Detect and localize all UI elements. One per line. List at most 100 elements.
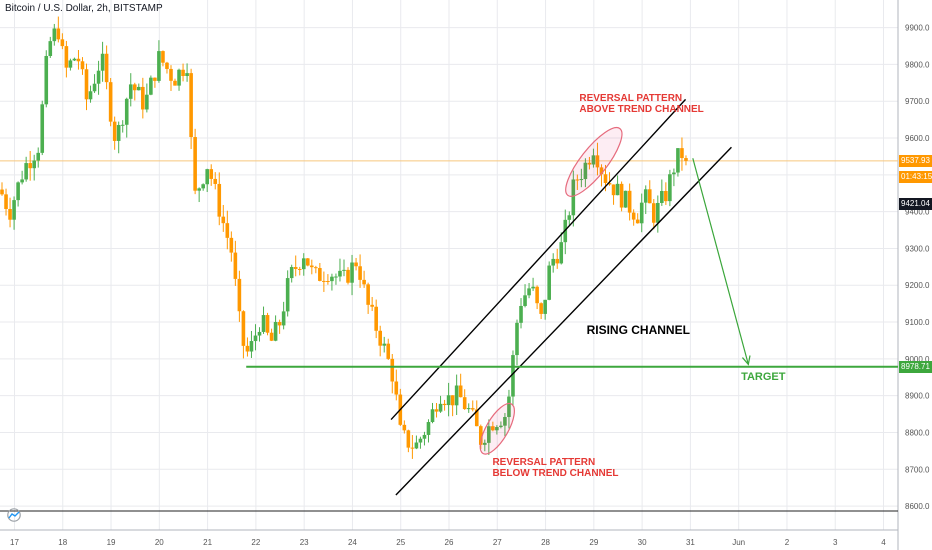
candle-body — [205, 169, 209, 185]
candle-body — [318, 268, 322, 281]
candle-body — [297, 268, 302, 270]
candle-body — [24, 163, 28, 180]
candle-body — [128, 84, 133, 99]
candle-body — [36, 152, 41, 161]
candle-body — [338, 270, 342, 277]
candle-body — [418, 438, 423, 443]
candle-body — [245, 345, 250, 352]
candle-body — [322, 280, 326, 282]
annotation-line: ABOVE TREND CHANNEL — [579, 104, 704, 116]
candle-body — [346, 269, 350, 283]
x-tick-label: 27 — [493, 538, 502, 547]
x-tick-label: 29 — [589, 538, 598, 547]
candle-body — [619, 183, 624, 208]
candle-body — [249, 341, 254, 352]
candle-body — [48, 41, 53, 56]
candle-body — [579, 179, 584, 181]
candle-body — [181, 69, 185, 77]
x-tick-label: 3 — [833, 538, 838, 547]
x-tick-label: 19 — [107, 538, 116, 547]
candle-body — [430, 409, 435, 423]
candle-body — [28, 163, 32, 169]
annotation-red-0: REVERSAL PATTERN ABOVE TREND CHANNEL — [579, 93, 703, 115]
y-tick-label: 9900.0 — [905, 24, 930, 33]
tradingview-logo-icon[interactable] — [5, 508, 23, 522]
candle-body — [153, 77, 157, 81]
candle-body — [100, 53, 105, 71]
candle-body — [68, 60, 73, 68]
candle-body — [257, 331, 262, 336]
candle-body — [607, 183, 612, 185]
candle-body — [189, 73, 193, 138]
candle-body — [551, 258, 556, 266]
x-tick-label: Jun — [732, 538, 745, 547]
candle-body — [394, 381, 399, 395]
candle-body — [285, 278, 290, 312]
candle-body — [462, 397, 467, 410]
candle-body — [20, 179, 24, 183]
candle-body — [668, 174, 672, 202]
candle-body — [390, 358, 395, 382]
candle-body — [229, 237, 234, 253]
candle-body — [523, 295, 527, 306]
candle-body — [595, 155, 600, 168]
candle-body — [277, 322, 282, 326]
candle-body — [185, 73, 189, 77]
candle-body — [145, 94, 149, 110]
y-tick-label: 9600.0 — [905, 134, 930, 143]
candle-body — [631, 212, 636, 220]
annotation-line: RISING CHANNEL — [586, 323, 690, 338]
reversal-highlight-ellipse — [565, 127, 623, 197]
candle-body — [676, 148, 680, 173]
candle-body — [305, 258, 310, 266]
y-tick-label: 9100.0 — [905, 318, 930, 327]
candle-body — [672, 172, 676, 175]
candle-body — [165, 62, 169, 69]
x-tick-label: 31 — [686, 538, 695, 547]
candle-body — [354, 262, 358, 267]
candle-body — [627, 190, 632, 213]
candle-body — [84, 69, 89, 100]
candle-body — [366, 284, 370, 305]
candle-body — [330, 276, 334, 282]
candle-body — [88, 91, 93, 100]
candle-body — [547, 265, 551, 300]
candle-body — [603, 174, 608, 184]
candle-body — [664, 190, 668, 202]
y-tick-label: 9400.0 — [905, 208, 930, 217]
candle-body — [487, 426, 491, 443]
candle-body — [559, 242, 564, 264]
candle-body — [374, 306, 378, 331]
candle-body — [623, 190, 628, 208]
candle-body — [555, 258, 560, 264]
candle-body — [92, 83, 97, 92]
candle-body — [422, 434, 427, 439]
y-tick-label: 9800.0 — [905, 60, 930, 69]
candle-body — [515, 322, 519, 356]
candle-body — [326, 281, 330, 283]
candle-body — [615, 183, 620, 196]
symbol-title: Bitcoin / U.S. Dollar, 2h, BITSTAMP — [5, 3, 163, 14]
candle-body — [478, 426, 483, 445]
candle-body — [647, 189, 652, 204]
candle-body — [237, 278, 242, 312]
candle-body — [531, 286, 535, 289]
candle-body — [80, 61, 85, 70]
candle-body — [651, 203, 656, 223]
candle-body — [241, 311, 246, 346]
candle-body — [314, 267, 318, 269]
candle-body — [213, 178, 218, 184]
annotation-black-1: RISING CHANNEL — [586, 323, 690, 338]
candle-body — [60, 39, 65, 47]
y-tick-label: 8700.0 — [905, 465, 930, 474]
candle-body — [414, 442, 419, 449]
candle-body — [201, 184, 205, 189]
candle-body — [426, 422, 431, 435]
candle-body — [269, 332, 274, 341]
candle-body — [446, 395, 451, 406]
candle-body — [342, 269, 346, 271]
candle-body — [253, 335, 258, 342]
candle-body — [96, 70, 101, 84]
